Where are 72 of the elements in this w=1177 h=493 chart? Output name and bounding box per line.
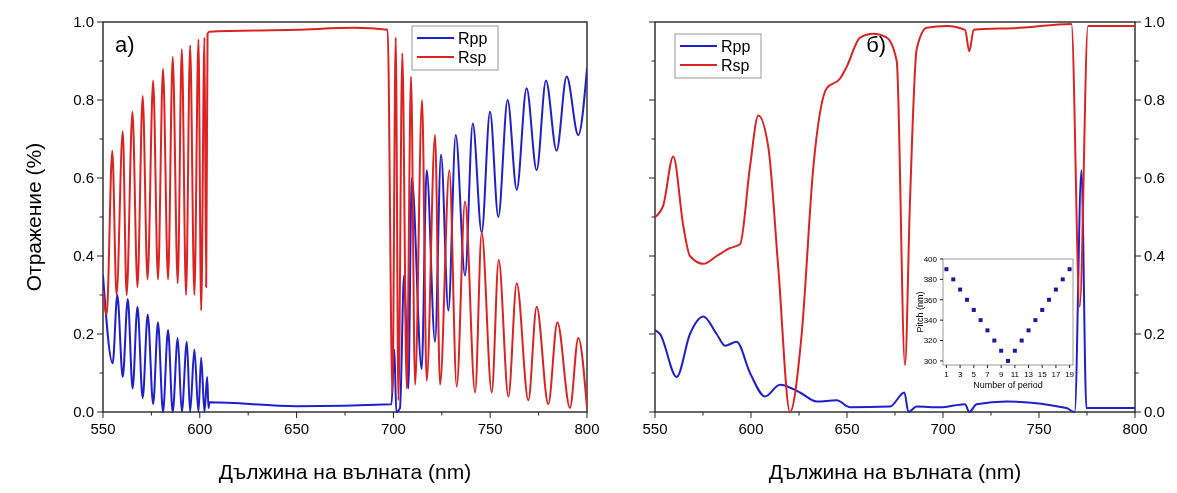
y2-tick-label: 0.8 <box>1144 91 1165 109</box>
y2-tick-label: 0.0 <box>1144 403 1165 421</box>
point <box>1006 358 1010 363</box>
point <box>1033 318 1038 323</box>
line-series <box>655 22 1135 413</box>
legend-label: Rsp <box>721 57 750 74</box>
legend-label: Rpp <box>458 30 488 47</box>
y-tick-label: 340 <box>923 315 938 325</box>
y-tick-label: 300 <box>923 356 938 366</box>
x-tick-label: 800 <box>574 420 600 437</box>
x-tick-label: 600 <box>187 420 213 437</box>
y-tick-label: 0.2 <box>73 325 94 343</box>
x-axis-title: Дължина на вълната (nm) <box>218 460 472 483</box>
point <box>985 328 990 333</box>
point <box>1026 328 1031 333</box>
y-tick-label: 0.0 <box>73 403 94 421</box>
y-tick-label: 400 <box>923 254 938 264</box>
x-tick-label: 550 <box>90 420 116 437</box>
y-tick-label: 380 <box>923 275 938 285</box>
x-tick-label: 17 <box>1051 370 1061 379</box>
x-tick-label: 15 <box>1037 370 1048 379</box>
x-tick-label: 700 <box>380 420 406 437</box>
y-axis-title: Отражение (%) <box>22 142 45 292</box>
x-tick-label: 550 <box>642 420 668 437</box>
y-tick-label: 0.6 <box>73 169 94 187</box>
x-tick-label: 13 <box>1024 370 1034 379</box>
x-tick-label: 600 <box>738 420 764 437</box>
point <box>964 297 969 302</box>
x-axis-title: Дължина на вълната (nm) <box>768 460 1022 483</box>
x-tick-label: 1 <box>944 370 950 379</box>
y2-tick-label: 1.0 <box>1144 13 1165 31</box>
x-tick-label: 800 <box>1122 420 1148 437</box>
x-tick-label: 750 <box>1026 420 1052 437</box>
x-tick-label: 650 <box>284 420 310 437</box>
line-series <box>655 169 1135 413</box>
x-tick-label: 11 <box>1010 370 1020 379</box>
y2-tick-label: 0.6 <box>1144 169 1165 187</box>
point <box>1067 267 1072 272</box>
annotation: a) <box>115 32 135 57</box>
legend-label: Rsp <box>458 49 487 66</box>
x-tick-label: 700 <box>930 420 956 437</box>
x-axis-title: Number of period <box>973 380 1043 390</box>
x-tick-label: 5 <box>971 370 977 379</box>
point <box>1012 348 1017 353</box>
point <box>1019 338 1024 343</box>
x-tick-label: 19 <box>1065 370 1075 379</box>
point <box>999 348 1004 353</box>
x-tick-label: 3 <box>957 370 963 379</box>
point <box>1053 287 1058 292</box>
y-tick-label: 320 <box>923 336 938 346</box>
y-tick-label: 1.0 <box>73 13 94 31</box>
legend-label: Rpp <box>721 38 751 55</box>
annotation: б) <box>866 32 887 57</box>
point <box>992 338 997 343</box>
y2-tick-label: 0.2 <box>1144 325 1165 343</box>
y-tick-label: 0.4 <box>73 247 94 265</box>
point <box>951 277 956 282</box>
point <box>958 287 963 292</box>
point <box>944 267 949 272</box>
y2-tick-label: 0.4 <box>1144 247 1165 265</box>
x-tick-label: 9 <box>998 370 1004 379</box>
y-axis-title: Pitch (nm) <box>915 291 925 333</box>
point <box>1040 307 1045 312</box>
y-tick-label: 360 <box>923 295 938 305</box>
point <box>1060 277 1065 282</box>
point <box>971 307 976 312</box>
x-tick-label: 750 <box>477 420 503 437</box>
point <box>978 318 983 323</box>
point <box>1047 297 1052 302</box>
x-tick-label: 650 <box>834 420 860 437</box>
y-tick-label: 0.8 <box>73 91 94 109</box>
x-tick-label: 7 <box>985 370 991 379</box>
